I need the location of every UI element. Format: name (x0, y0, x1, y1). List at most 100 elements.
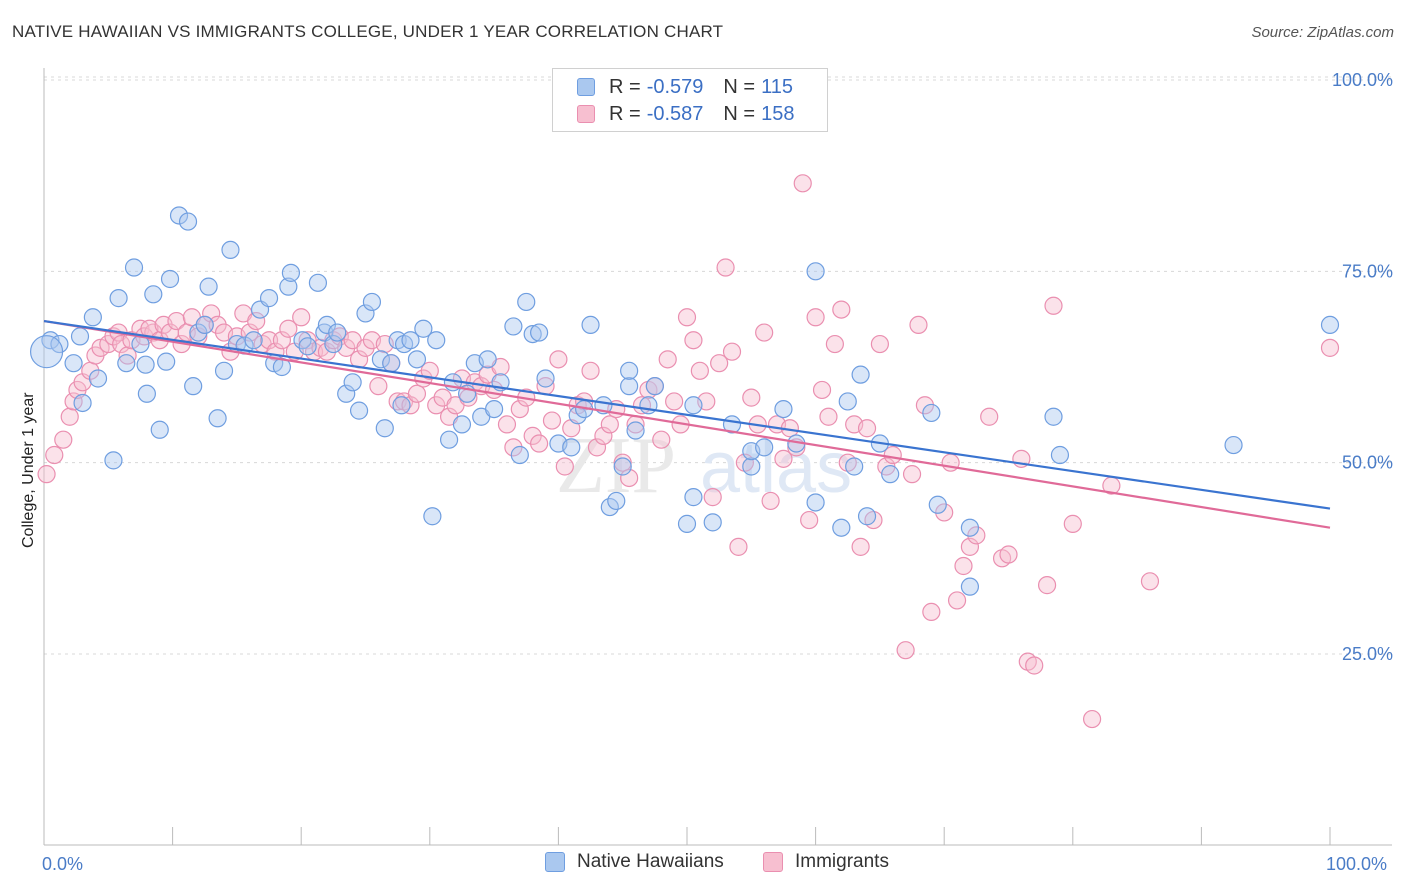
native-hawaiians-point (485, 399, 504, 419)
native-hawaiians-point (178, 212, 198, 231)
immigrants-point (45, 445, 64, 465)
immigrants-point (722, 342, 742, 361)
immigrants-point (613, 453, 632, 472)
immigrants-point (279, 319, 298, 338)
native-hawaiians-point (620, 361, 639, 380)
native-hawaiians-point (857, 507, 877, 526)
native-hawaiians-point (208, 409, 227, 428)
native-hawaiians-point (150, 420, 169, 439)
immigrants-point (716, 258, 735, 277)
immigrants-point (420, 361, 439, 380)
native-hawaiians-point (137, 384, 156, 403)
immigrants-point (620, 468, 639, 488)
immigrants-point (542, 411, 562, 430)
native-hawaiians-point (401, 331, 420, 350)
y-tick-label: 75.0% (1342, 261, 1393, 281)
native-hawaiians-point (407, 350, 427, 369)
immigrants-point (832, 300, 851, 319)
immigrants-point (857, 419, 877, 438)
legend-n-value: 115 (761, 75, 793, 98)
native-hawaiians-point (214, 361, 234, 380)
native-hawaiians-points (29, 206, 1340, 596)
legend-label: Immigrants (795, 851, 889, 872)
native-hawaiians-point (1044, 407, 1063, 426)
native-hawaiians-point (851, 365, 870, 384)
native-hawaiians-point (536, 369, 555, 388)
immigrants-point (954, 556, 973, 576)
native-hawaiians-point (117, 354, 136, 373)
native-hawaiians-point (375, 419, 394, 438)
immigrants-point (407, 384, 427, 403)
immigrants-point (755, 323, 774, 342)
y-tick-label: 25.0% (1342, 644, 1393, 664)
immigrants-point (600, 415, 619, 434)
native-hawaiians-point (1224, 435, 1243, 455)
immigrants-point (60, 407, 79, 426)
immigrants-point (37, 465, 56, 484)
immigrants-point (690, 361, 709, 380)
native-hawaiians-point (510, 445, 529, 465)
immigrants-point (947, 591, 967, 610)
immigrants-point (922, 602, 941, 622)
chart-title: NATIVE HAWAIIAN VS IMMIGRANTS COLLEGE, U… (12, 22, 724, 41)
native-hawaiians-point (703, 513, 722, 532)
native-hawaiians-point (613, 457, 632, 476)
legend-r-value: -0.587 (646, 102, 704, 125)
native-hawaiians-point (109, 289, 128, 308)
legend-swatch-pink (577, 105, 595, 123)
native-hawaiians-point (124, 258, 144, 277)
native-hawaiians-point (70, 327, 90, 346)
native-hawaiians-point (83, 308, 102, 327)
legend-n-value: 158 (761, 102, 795, 125)
immigrants-point (710, 354, 729, 373)
native-hawaiians-point (349, 401, 369, 420)
native-hawaiians-point (452, 415, 472, 434)
legend-swatch-pink (763, 852, 783, 872)
native-hawaiians-point (423, 507, 442, 526)
native-hawaiians-point (169, 206, 189, 225)
immigrants-point (819, 407, 838, 426)
native-hawaiians-point (439, 430, 459, 449)
legend-r-label: R = (609, 75, 641, 98)
y-tick-label: 100.0% (1332, 70, 1393, 90)
immigrants-point (909, 315, 928, 335)
native-hawaiians-point (504, 317, 523, 336)
native-hawaiians-point (144, 285, 163, 304)
native-hawaiians-point (928, 495, 947, 514)
native-hawaiians-point (73, 393, 92, 413)
trend-lines (43, 319, 1331, 529)
legend-r-value: -0.579 (646, 75, 704, 98)
native-hawaiians-point (607, 491, 626, 511)
legend-item-immigrants[interactable]: Immigrants (763, 851, 889, 873)
legend-n-label: N = (723, 102, 756, 125)
immigrants-point (510, 399, 529, 419)
immigrants-point (800, 510, 819, 530)
native-hawaiians-point (308, 273, 328, 292)
x-ticks (43, 827, 1331, 845)
immigrants-point (960, 537, 980, 556)
legend-item-native-hawaiians[interactable]: Native Hawaiians (545, 851, 724, 873)
immigrants-point (259, 331, 279, 350)
native-hawaiians-point (136, 355, 155, 374)
immigrants-point (806, 308, 825, 327)
immigrants-point (497, 415, 517, 434)
y-axis-label: College, Under 1 year (20, 392, 37, 548)
immigrants-point (587, 438, 607, 457)
native-hawaiians-point (922, 403, 941, 423)
immigrants-point (980, 407, 999, 426)
immigrants-point (118, 346, 137, 365)
native-hawaiians-point (221, 240, 240, 260)
native-hawaiians-point (960, 518, 980, 537)
immigrants-point (729, 537, 748, 556)
native-hawaiians-point (356, 304, 375, 323)
immigrants-point (677, 308, 697, 327)
native-hawaiians-point (29, 335, 64, 369)
native-hawaiians-point (244, 331, 263, 350)
native-hawaiians-point (478, 350, 497, 369)
y-tick-label: 50.0% (1342, 453, 1393, 473)
immigrants-point (54, 430, 73, 449)
native-hawaiians-point (199, 277, 218, 296)
legend-row-native-hawaiians: R = -0.579 N = 115 (577, 74, 793, 100)
native-hawaiians-point (157, 352, 176, 371)
